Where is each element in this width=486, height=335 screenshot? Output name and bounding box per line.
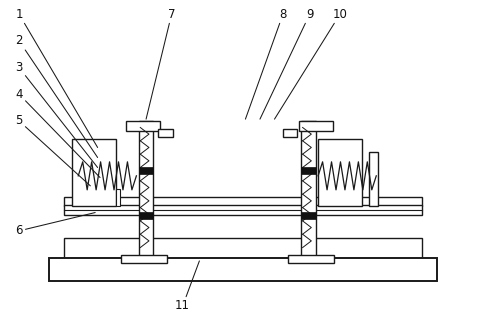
Text: 5: 5 bbox=[15, 114, 90, 186]
Bar bbox=[139, 121, 154, 261]
Text: 2: 2 bbox=[15, 34, 98, 157]
Bar bbox=[139, 212, 154, 219]
Bar bbox=[283, 129, 297, 137]
Bar bbox=[369, 152, 378, 206]
Text: 4: 4 bbox=[15, 88, 100, 178]
Text: 7: 7 bbox=[146, 8, 175, 119]
Bar bbox=[301, 168, 316, 174]
Text: 11: 11 bbox=[175, 261, 199, 313]
Bar bbox=[301, 212, 316, 219]
Bar bbox=[64, 197, 422, 206]
Bar bbox=[299, 121, 332, 131]
Text: 8: 8 bbox=[245, 8, 287, 119]
Bar bbox=[318, 139, 362, 206]
Bar bbox=[116, 189, 120, 206]
Text: 6: 6 bbox=[15, 212, 95, 238]
Bar bbox=[126, 121, 159, 131]
Bar bbox=[64, 238, 422, 261]
Bar bbox=[72, 139, 116, 206]
Bar bbox=[158, 129, 173, 137]
Text: 1: 1 bbox=[15, 8, 98, 147]
Bar bbox=[288, 255, 334, 263]
Bar bbox=[301, 121, 316, 261]
Text: 3: 3 bbox=[15, 61, 98, 168]
Bar bbox=[121, 255, 167, 263]
Bar bbox=[64, 205, 422, 215]
Text: 9: 9 bbox=[260, 8, 313, 119]
Text: 10: 10 bbox=[275, 8, 347, 119]
Bar bbox=[139, 168, 154, 174]
Bar bbox=[49, 258, 437, 281]
